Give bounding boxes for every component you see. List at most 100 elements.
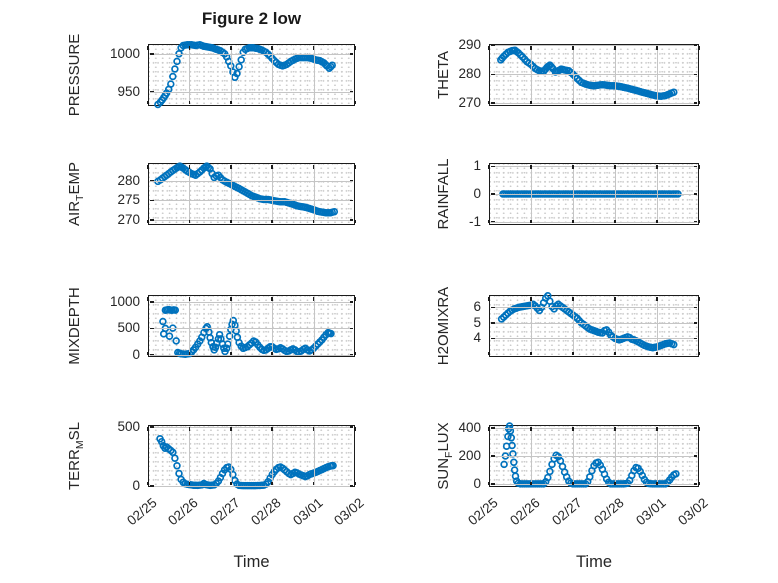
axis-tick-mark xyxy=(349,179,353,182)
axis-tick-mark xyxy=(491,427,495,429)
gridline-vertical xyxy=(313,46,315,104)
axis-tick-mark xyxy=(188,165,191,169)
gridline-vertical xyxy=(272,46,274,104)
gridline-vertical xyxy=(313,297,315,355)
axis-tick-mark xyxy=(271,219,273,223)
data-point xyxy=(211,343,220,352)
axis-tick-mark xyxy=(698,297,700,301)
gridline-horizontal xyxy=(150,219,353,221)
axis-tick-mark xyxy=(488,297,490,301)
axis-tick-mark xyxy=(150,327,154,330)
data-point xyxy=(237,56,245,64)
axis-tick-mark xyxy=(354,427,356,431)
axis-tick-mark xyxy=(693,455,697,457)
axis-tick-mark xyxy=(572,165,574,169)
axis-tick-mark xyxy=(230,46,232,50)
gridline-horizontal xyxy=(491,428,697,430)
gridline-horizontal xyxy=(150,200,353,202)
data-point xyxy=(173,462,181,470)
axis-tick-mark xyxy=(488,100,490,104)
data-point xyxy=(222,344,231,353)
axis-tick-mark xyxy=(614,481,616,485)
data-point xyxy=(670,88,678,96)
x-tick-label: 03/02 xyxy=(675,495,711,529)
axis-tick-mark xyxy=(572,351,574,355)
y-tick-label: 500 xyxy=(117,320,140,336)
axis-tick-mark xyxy=(572,427,574,431)
data-point xyxy=(508,441,516,450)
axis-tick-mark xyxy=(530,297,532,301)
axis-tick-mark xyxy=(698,427,700,431)
axis-tick-mark xyxy=(698,165,700,169)
gridline-horizontal xyxy=(150,91,353,93)
y-tick-label: 290 xyxy=(458,37,481,53)
data-point xyxy=(328,61,336,69)
plot-area xyxy=(148,44,355,106)
data-point xyxy=(507,434,516,442)
axis-tick-mark xyxy=(354,297,356,301)
axis-tick-mark xyxy=(150,426,154,428)
y-tick-label: 4 xyxy=(473,330,481,346)
data-point xyxy=(171,65,179,73)
axis-tick-mark xyxy=(349,327,353,330)
axis-tick-mark xyxy=(572,481,574,485)
axis-tick-mark xyxy=(230,165,232,169)
axis-tick-mark xyxy=(312,46,315,50)
gridline-horizontal xyxy=(491,45,697,47)
data-point xyxy=(670,340,678,349)
x-tick-label: 02/26 xyxy=(507,495,543,529)
axis-tick-mark xyxy=(530,46,532,50)
axis-tick-mark xyxy=(698,100,700,104)
axis-tick-mark xyxy=(693,73,697,76)
axis-tick-mark xyxy=(491,306,495,309)
axis-tick-mark xyxy=(271,481,273,485)
gridline-horizontal xyxy=(491,307,697,309)
axis-tick-mark xyxy=(693,193,697,195)
axis-tick-mark xyxy=(147,351,149,355)
y-tick-label: 1 xyxy=(473,158,481,174)
axis-tick-mark xyxy=(614,46,616,50)
data-point xyxy=(329,461,337,470)
axis-tick-mark xyxy=(491,483,495,485)
axis-tick-mark xyxy=(312,219,315,223)
gridline-vertical xyxy=(230,46,232,104)
gridline-horizontal xyxy=(491,322,697,324)
axis-tick-mark xyxy=(488,481,490,485)
axis-tick-mark xyxy=(354,165,356,169)
gridline-horizontal xyxy=(150,302,353,304)
axis-tick-mark xyxy=(656,297,658,301)
data-point xyxy=(235,62,243,71)
y-tick-label: 200 xyxy=(458,448,481,463)
axis-tick-mark xyxy=(147,46,149,50)
axis-tick-mark xyxy=(354,100,356,104)
y-tick-label: 280 xyxy=(117,172,140,188)
axis-tick-mark xyxy=(312,165,315,169)
axis-tick-mark xyxy=(230,481,232,485)
data-point xyxy=(167,80,175,88)
data-point xyxy=(233,69,241,78)
axis-tick-mark xyxy=(530,351,532,355)
y-tick-label: 0 xyxy=(473,186,481,201)
data-point xyxy=(171,306,180,314)
axis-tick-mark xyxy=(230,100,232,104)
axis-tick-mark xyxy=(491,337,495,340)
axis-tick-mark xyxy=(349,219,353,221)
gridline-horizontal xyxy=(150,427,353,428)
axis-tick-mark xyxy=(188,351,191,355)
axis-tick-mark xyxy=(150,301,154,303)
gridline-vertical xyxy=(189,427,191,485)
gridline-vertical xyxy=(313,165,315,223)
x-tick-label: 02/27 xyxy=(549,495,585,529)
axis-tick-mark xyxy=(491,455,495,457)
axis-tick-mark xyxy=(147,427,149,431)
y-tick-label: 270 xyxy=(458,95,481,111)
axis-tick-mark xyxy=(147,219,149,223)
axis-tick-mark xyxy=(230,427,232,431)
axis-tick-mark xyxy=(491,44,495,47)
axis-tick-mark xyxy=(614,100,616,104)
y-tick-label: 0 xyxy=(132,346,140,362)
